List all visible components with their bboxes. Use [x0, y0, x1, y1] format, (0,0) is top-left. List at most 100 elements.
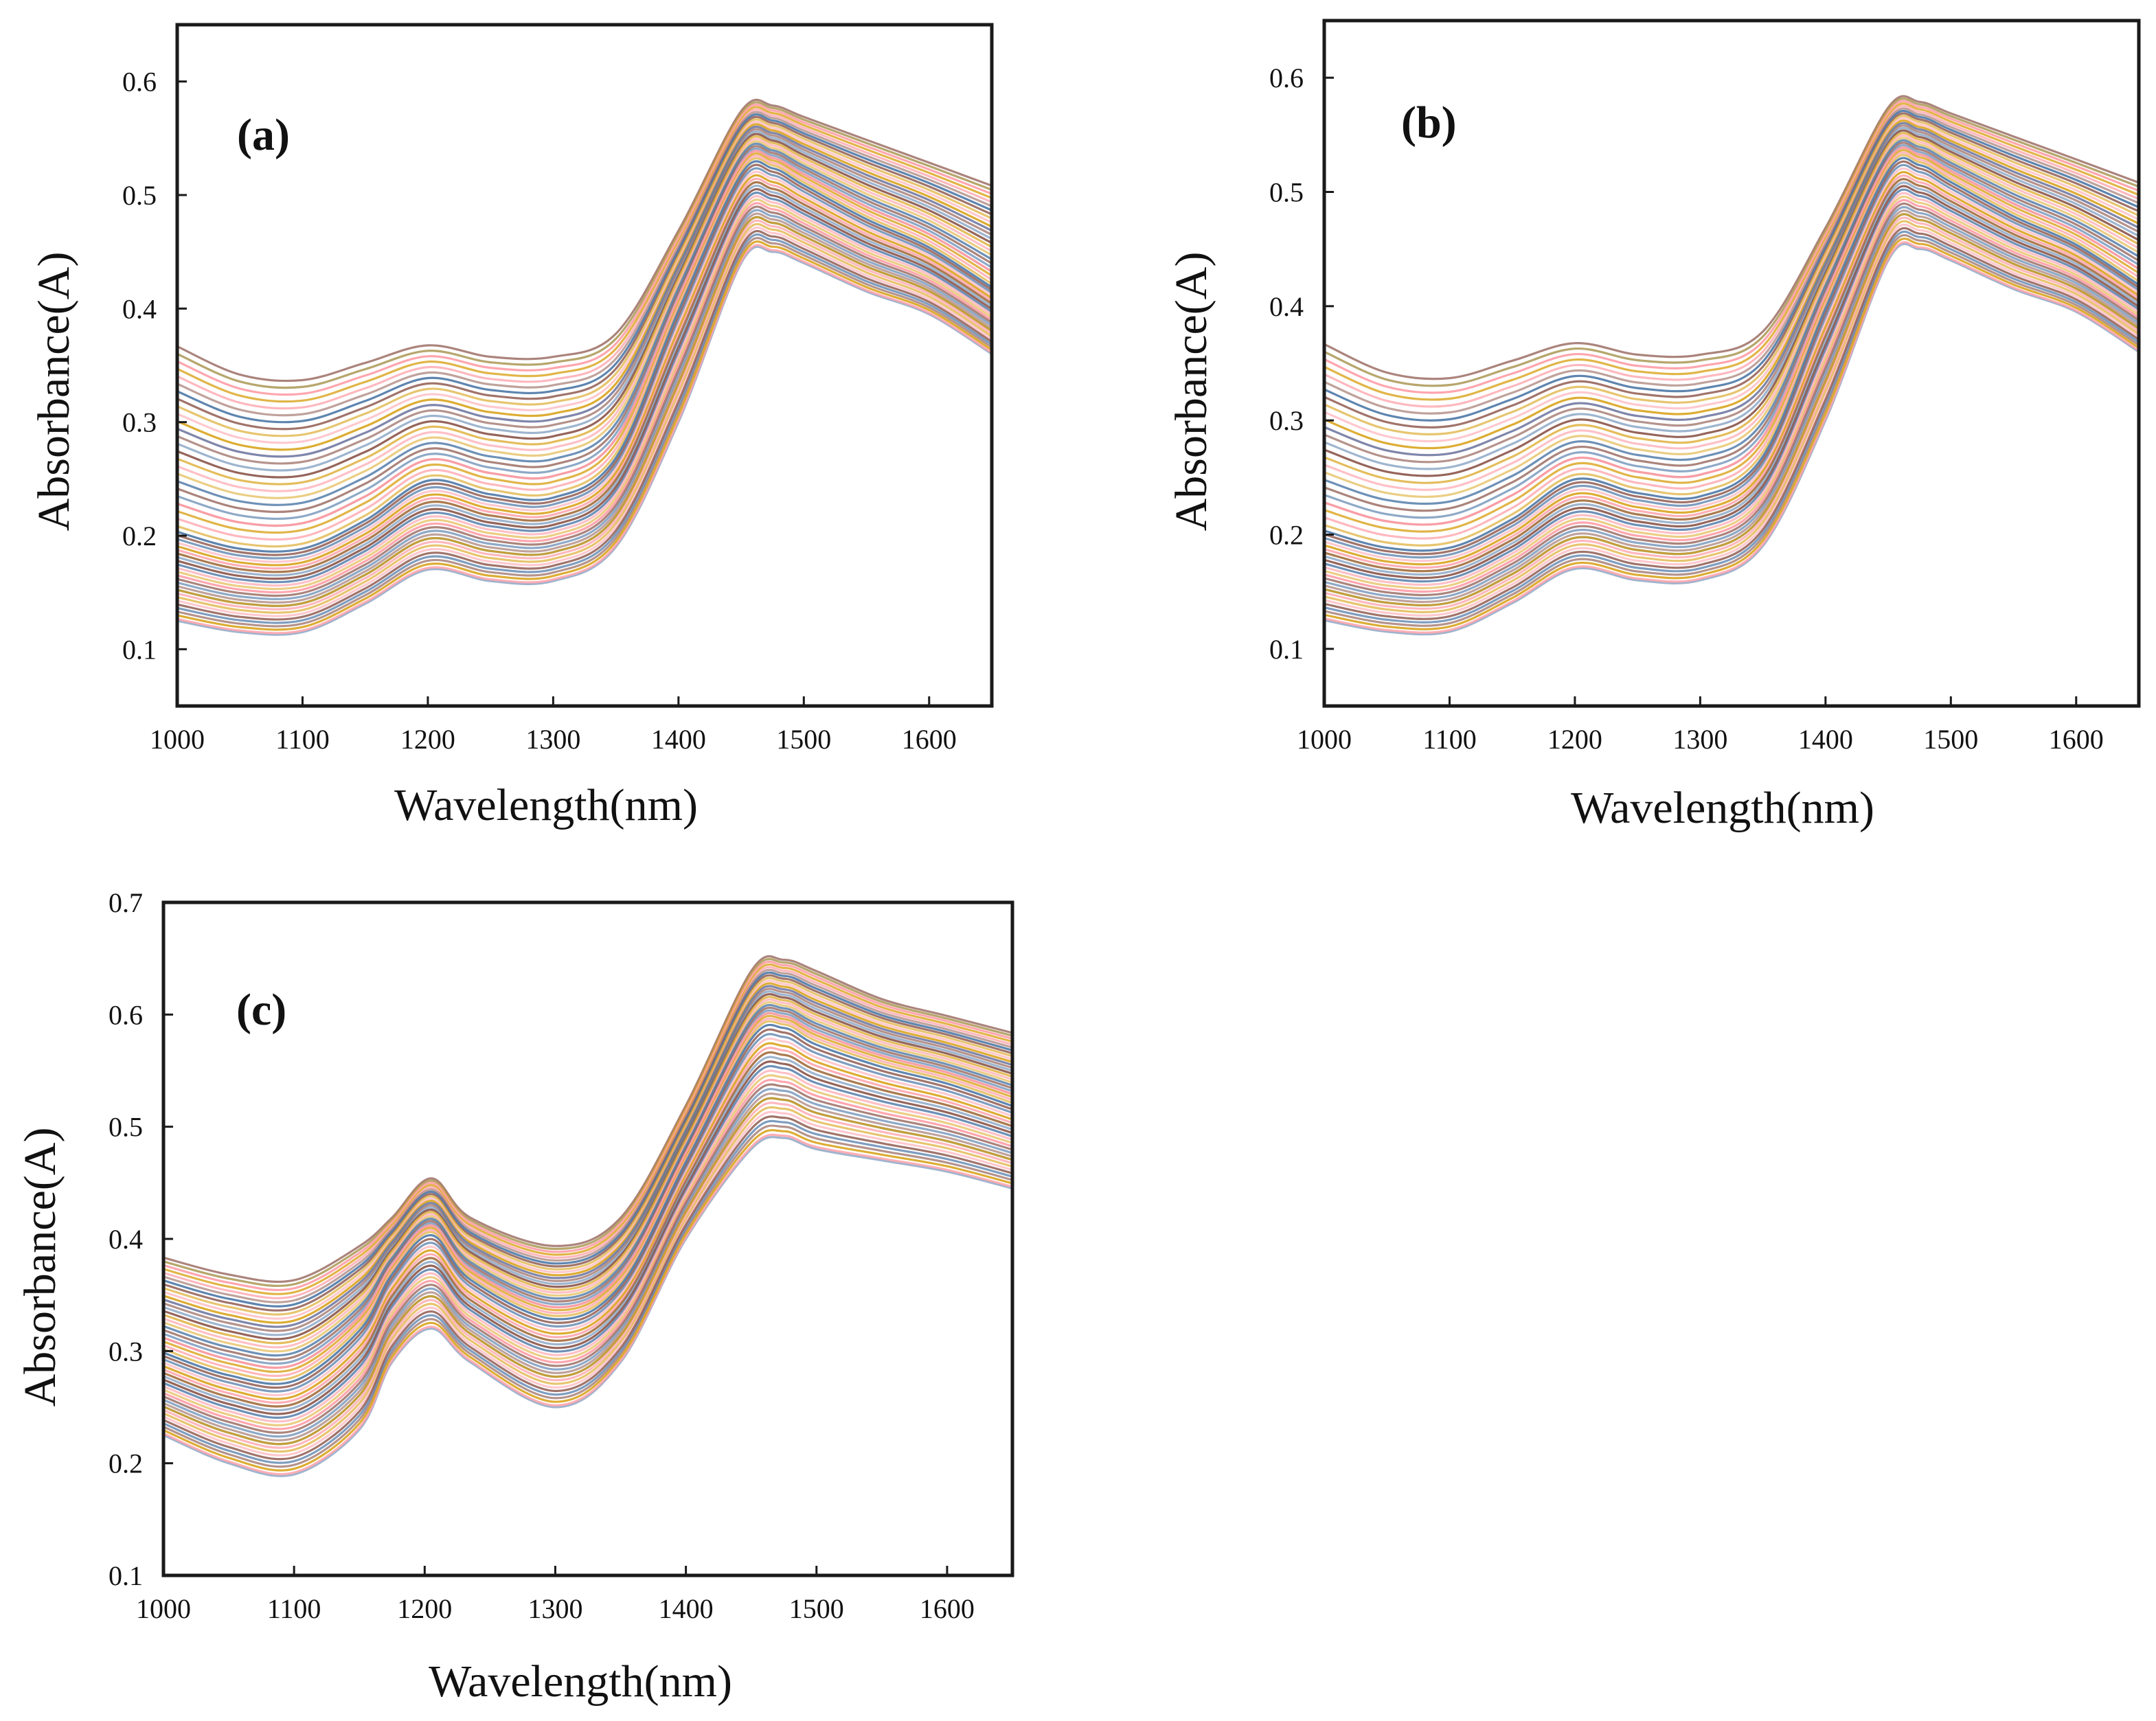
spectrum-line-c-23 — [163, 1051, 1012, 1408]
x-tick-label-a: 1300 — [525, 724, 580, 755]
spectrum-line-b-47 — [1324, 112, 2139, 429]
panel-c-x-axis-title: Wavelength(nm) — [429, 1656, 732, 1707]
y-tick-label-c: 0.6 — [109, 999, 143, 1030]
spectrum-line-b-22 — [1324, 174, 2139, 569]
y-tick-label-c: 0.7 — [109, 887, 143, 918]
spectrum-line-b-10 — [1324, 216, 2139, 610]
spectrum-line-a-7 — [177, 230, 992, 621]
spectrum-line-c-38 — [163, 999, 1012, 1349]
x-tick-label-b: 1200 — [1547, 724, 1602, 755]
y-tick-label-b: 0.5 — [1269, 177, 1304, 208]
spectrum-line-c-50 — [163, 966, 1012, 1299]
spectrum-line-b-26 — [1324, 167, 2139, 562]
spectrum-line-a-15 — [177, 205, 992, 597]
spectrum-line-b-12 — [1324, 213, 2139, 607]
spectrum-line-a-33 — [177, 147, 992, 521]
spectrum-line-a-5 — [177, 233, 992, 624]
spectrum-line-c-1 — [163, 1136, 1012, 1477]
spectrum-line-c-7 — [163, 1115, 1012, 1461]
spectrum-line-b-24 — [1324, 170, 2139, 566]
spectrum-line-a-17 — [177, 192, 992, 584]
spectrum-line-b-32 — [1324, 148, 2139, 533]
spectrum-line-b-25 — [1324, 163, 2139, 559]
y-tick-label-b: 0.6 — [1269, 62, 1304, 93]
spectrum-line-a-26 — [177, 170, 992, 563]
spectrum-line-b-35 — [1324, 141, 2139, 512]
spectrum-line-c-46 — [163, 979, 1012, 1320]
panel-a-y-axis-title: Absorbance(A) — [29, 252, 79, 532]
panel-b-label: (b) — [1401, 98, 1457, 148]
spectrum-line-b-38 — [1324, 134, 2139, 491]
spectrum-line-c-48 — [163, 977, 1012, 1316]
spectrum-line-c-35 — [163, 1006, 1012, 1361]
spectrum-line-a-54 — [177, 103, 992, 396]
spectrum-line-c-24 — [163, 1042, 1012, 1400]
spectrum-line-c-33 — [163, 1009, 1012, 1365]
x-tick-label-b: 1300 — [1672, 724, 1727, 755]
spectrum-line-a-12 — [177, 216, 992, 607]
spectrum-line-b-45 — [1324, 122, 2139, 457]
spectrum-line-c-27 — [163, 1028, 1012, 1389]
spectrum-line-c-18 — [163, 1069, 1012, 1423]
panel-a-ticks: 1000 1100 1200 1300 1400 1500 1600 0.1 0.2 0.3 0.4… — [122, 67, 957, 755]
spectrum-line-b-41 — [1324, 126, 2139, 470]
spectrum-line-c-2 — [163, 1133, 1012, 1476]
spectrum-line-a-30 — [177, 155, 992, 541]
spectrum-line-c-3 — [163, 1124, 1012, 1468]
spectrum-line-a-24 — [177, 174, 992, 567]
spectrum-line-c-25 — [163, 1033, 1012, 1393]
y-tick-label-a: 0.3 — [122, 407, 157, 438]
spectrum-line-a-8 — [177, 223, 992, 614]
spectrum-line-a-22 — [177, 177, 992, 570]
x-tick-label-c: 1000 — [136, 1593, 191, 1624]
y-tick-label-c: 0.5 — [109, 1112, 143, 1143]
panel-b-spectra — [1324, 95, 2139, 636]
spectrum-line-c-12 — [163, 1097, 1012, 1446]
spectrum-line-a-27 — [177, 163, 992, 556]
spectrum-line-a-36 — [177, 140, 992, 499]
y-tick-label-a: 0.6 — [122, 67, 157, 98]
panel-b-y-axis-title: Absorbance(A) — [1166, 252, 1216, 532]
spectrum-line-b-2 — [1324, 241, 2139, 634]
spectrum-line-b-23 — [1324, 178, 2139, 573]
x-tick-label-b: 1600 — [2049, 724, 2104, 755]
y-tick-label-c: 0.3 — [109, 1336, 143, 1367]
spectrum-line-a-6 — [177, 226, 992, 617]
spectrum-line-a-51 — [177, 111, 992, 417]
spectrum-line-c-8 — [163, 1106, 1012, 1453]
spectrum-line-b-29 — [1324, 157, 2139, 552]
panel-b-x-axis-title: Wavelength(nm) — [1571, 783, 1874, 833]
spectrum-line-a-43 — [177, 128, 992, 465]
spectrum-line-c-45 — [163, 985, 1012, 1328]
spectrum-line-c-29 — [163, 1023, 1012, 1385]
spectrum-line-a-2 — [177, 244, 992, 635]
spectrum-line-b-11 — [1324, 209, 2139, 604]
panel-c-spectra — [163, 955, 1012, 1477]
spectrum-line-b-49 — [1324, 109, 2139, 422]
panel-a-spectra — [177, 98, 992, 636]
spectrum-line-b-37 — [1324, 139, 2139, 505]
spectrum-line-b-52 — [1324, 102, 2139, 401]
spectrum-line-c-34 — [163, 1012, 1012, 1369]
y-tick-label-b: 0.3 — [1269, 405, 1304, 436]
spectrum-line-b-13 — [1324, 206, 2139, 600]
spectrum-line-a-14 — [177, 202, 992, 594]
spectrum-line-c-54 — [163, 960, 1012, 1291]
y-tick-label-a: 0.4 — [122, 293, 157, 324]
spectrum-line-c-5 — [163, 1119, 1012, 1464]
panel-b-plot-frame — [1322, 19, 2141, 708]
spectrum-line-a-40 — [177, 135, 992, 486]
spectrum-line-a-32 — [177, 152, 992, 534]
y-tick-label-a: 0.2 — [122, 521, 157, 551]
spectrum-line-a-41 — [177, 130, 992, 472]
spectrum-line-a-10 — [177, 219, 992, 611]
spectrum-line-b-21 — [1324, 181, 2139, 576]
spectrum-line-a-55 — [177, 98, 992, 383]
spectrum-line-c-28 — [163, 1020, 1012, 1382]
spectrum-line-c-51 — [163, 968, 1012, 1303]
spectrum-line-a-56 — [177, 101, 992, 389]
spectrum-line-a-18 — [177, 195, 992, 587]
spectrum-line-b-39 — [1324, 129, 2139, 477]
spectrum-line-a-48 — [177, 118, 992, 437]
